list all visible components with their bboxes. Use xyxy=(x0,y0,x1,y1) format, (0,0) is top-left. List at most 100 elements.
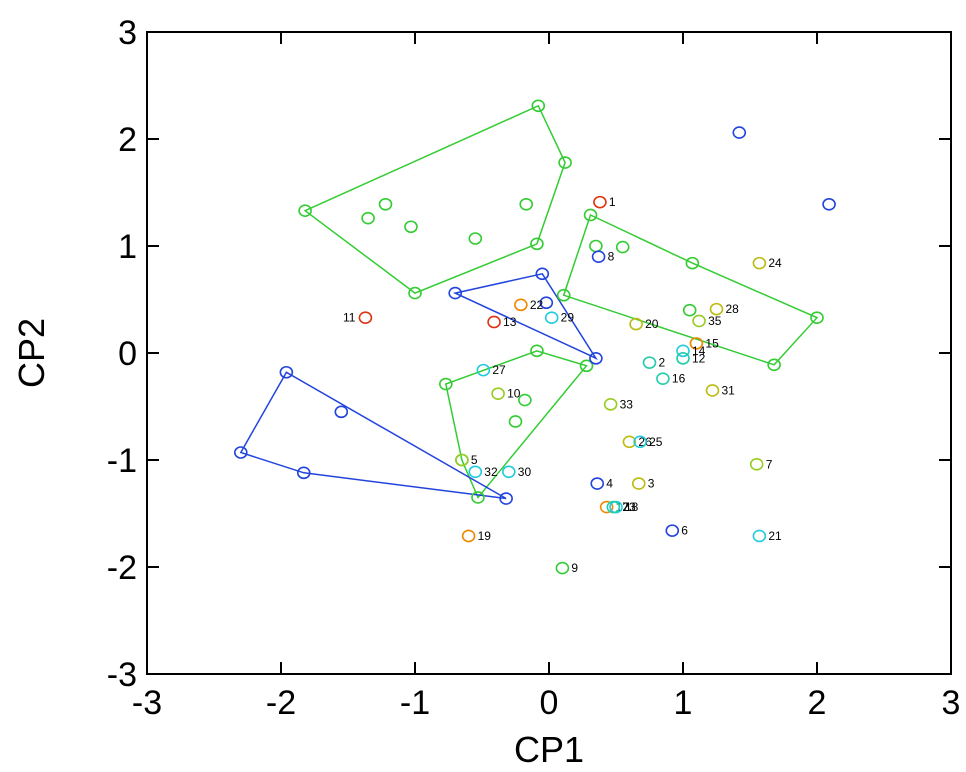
point-label: 22 xyxy=(530,298,544,312)
point-label: 12 xyxy=(692,351,706,365)
x-tick-label: 1 xyxy=(674,684,693,722)
data-point xyxy=(593,195,607,209)
data-point xyxy=(461,529,476,543)
data-point xyxy=(508,415,523,428)
data-point xyxy=(590,477,605,490)
y-tick-label: 3 xyxy=(118,14,137,52)
data-point xyxy=(629,317,643,331)
y-tick-label: 0 xyxy=(118,335,137,373)
x-tick-label: 2 xyxy=(808,684,827,722)
point-label: 6 xyxy=(681,524,688,538)
data-point xyxy=(439,377,453,391)
point-label: 1 xyxy=(609,195,616,209)
y-tick-label: 2 xyxy=(118,121,137,159)
data-point xyxy=(767,358,781,372)
point-label: 15 xyxy=(705,336,719,350)
data-point xyxy=(518,393,532,407)
data-point xyxy=(544,311,559,324)
y-axis-title: CP2 xyxy=(11,318,52,388)
data-point xyxy=(676,344,690,358)
x-tick-label: 3 xyxy=(942,684,961,722)
point-label: 9 xyxy=(571,561,578,575)
y-tick-label: 1 xyxy=(118,228,137,266)
x-tick-label: -2 xyxy=(266,684,296,722)
data-point xyxy=(476,363,491,377)
point-label: 31 xyxy=(721,383,735,397)
y-tick-label: -3 xyxy=(107,656,137,694)
point-label: 21 xyxy=(768,529,782,543)
point-label: 23 xyxy=(622,500,636,514)
data-point xyxy=(692,314,706,328)
y-tick-label: -1 xyxy=(107,442,137,480)
point-label: 18 xyxy=(625,500,639,514)
data-point xyxy=(539,296,554,310)
data-point xyxy=(408,286,422,300)
x-tick-label: -3 xyxy=(132,684,162,722)
data-point xyxy=(279,365,294,379)
data-point xyxy=(583,208,598,222)
point-label: 14 xyxy=(692,344,706,358)
point-label: 5 xyxy=(471,453,478,467)
point-label: 8 xyxy=(608,250,615,264)
data-point xyxy=(491,387,505,400)
data-point xyxy=(404,220,418,234)
point-label: 11 xyxy=(343,311,356,325)
data-point xyxy=(234,446,248,459)
data-point xyxy=(685,256,700,270)
point-label: 20 xyxy=(645,317,659,331)
data-point xyxy=(676,352,690,365)
group-hull xyxy=(239,371,507,500)
data-point xyxy=(556,288,571,302)
point-label: 4 xyxy=(606,477,613,491)
data-point xyxy=(622,435,637,449)
data-point xyxy=(530,237,544,251)
point-label: 16 xyxy=(672,372,686,386)
data-point xyxy=(705,384,720,397)
data-point xyxy=(749,457,764,471)
data-point xyxy=(555,561,570,575)
data-point xyxy=(535,267,550,281)
data-point xyxy=(358,311,373,324)
point-label: 29 xyxy=(561,311,575,325)
data-point xyxy=(810,311,824,324)
point-label: 32 xyxy=(484,465,498,479)
data-point xyxy=(732,126,747,139)
point-label: 19 xyxy=(478,529,492,543)
data-point xyxy=(752,529,767,543)
data-point xyxy=(468,232,483,245)
data-point xyxy=(468,465,483,479)
data-point xyxy=(579,359,594,373)
data-point xyxy=(631,477,646,490)
data-point xyxy=(378,197,393,211)
data-point xyxy=(558,156,572,169)
point-label: 30 xyxy=(518,465,532,479)
data-point xyxy=(334,405,349,419)
data-point xyxy=(633,435,647,449)
point-label: 7 xyxy=(766,457,773,471)
point-label: 24 xyxy=(768,256,782,270)
point-label: 28 xyxy=(726,302,740,316)
data-point xyxy=(656,372,670,385)
x-tick-label: -1 xyxy=(400,684,430,722)
data-point xyxy=(665,524,680,537)
data-point xyxy=(296,466,311,480)
data-point xyxy=(514,298,528,312)
data-point xyxy=(615,240,630,254)
data-point xyxy=(591,250,606,264)
data-point xyxy=(709,302,724,316)
data-point xyxy=(455,453,469,467)
y-tick-label: -2 xyxy=(107,549,137,587)
group-hull xyxy=(303,104,566,294)
data-point xyxy=(682,303,697,317)
data-point xyxy=(822,197,836,211)
data-point xyxy=(471,491,485,504)
data-point xyxy=(603,398,618,411)
data-point xyxy=(589,239,603,253)
point-label: 25 xyxy=(649,435,663,449)
point-label: 35 xyxy=(708,314,722,328)
point-label: 3 xyxy=(648,477,655,491)
data-point xyxy=(501,465,516,479)
